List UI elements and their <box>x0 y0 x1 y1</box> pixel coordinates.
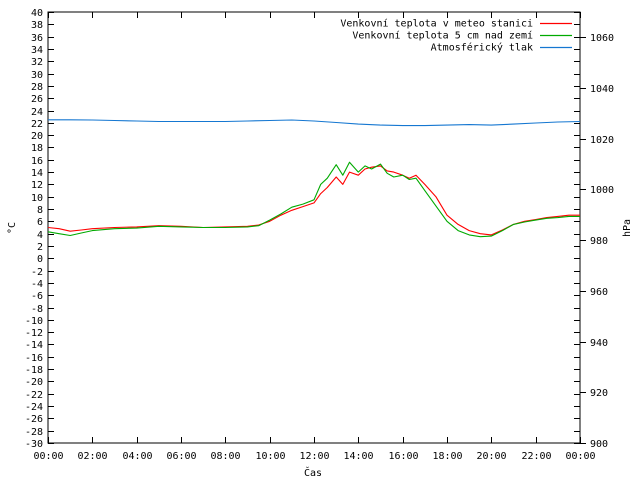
y-tick-label: 36 <box>31 33 43 44</box>
legend-label-1: Venkovní teplota v meteo stanici <box>340 18 533 30</box>
y-tick-label: 14 <box>31 168 43 179</box>
x-tick-label: 00:00 <box>565 451 595 462</box>
y-tick-label: -10 <box>25 316 43 327</box>
y-tick-label: -4 <box>31 279 43 290</box>
x-tick-label: 18:00 <box>432 451 462 462</box>
y2-tick-label: 980 <box>590 236 608 247</box>
y-tick-label: 12 <box>31 180 43 191</box>
legend-label-3: Atmosférický tlak <box>431 42 533 54</box>
legend: Venkovní teplota v meteo staniciVenkovní… <box>340 18 572 54</box>
y-tick-label: -24 <box>25 402 43 413</box>
y2-tick-label: 940 <box>590 338 608 349</box>
y-tick-label: 18 <box>31 143 43 154</box>
x-axis-ticks: 00:00 02:00 04:00 06:00 08:00 10:00 12:00 14:00… <box>33 12 596 462</box>
x-tick-label: 16:00 <box>388 451 418 462</box>
y-tick-label: 24 <box>31 107 43 118</box>
x-axis-label: Čas <box>304 466 322 479</box>
y-tick-label: -2 <box>31 267 43 278</box>
x-tick-label: 08:00 <box>210 451 240 462</box>
y-tick-label: 28 <box>31 82 43 93</box>
y-tick-label: -8 <box>31 304 43 315</box>
y2-tick-label: 1060 <box>590 33 614 44</box>
y-tick-label: 38 <box>31 20 43 31</box>
x-tick-label: 12:00 <box>299 451 329 462</box>
series-line-1 <box>47 165 580 236</box>
y2-tick-label: 900 <box>590 439 608 450</box>
y2-tick-label: 1040 <box>590 84 614 95</box>
y-tick-label: 32 <box>31 57 43 68</box>
series-line-3 <box>48 119 581 127</box>
y-tick-label: 0 <box>37 254 43 265</box>
y-tick-label: 10 <box>31 193 43 204</box>
y-tick-label: 22 <box>31 119 43 130</box>
y-tick-label: 8 <box>37 205 43 216</box>
y-tick-label: 16 <box>31 156 43 167</box>
y-axis-label: °C <box>7 222 18 234</box>
y2-tick-label: 1020 <box>590 135 614 146</box>
y-tick-label: -6 <box>31 291 43 302</box>
x-tick-label: 00:00 <box>33 451 63 462</box>
x-tick-label: 22:00 <box>521 451 551 462</box>
y-tick-label: 2 <box>37 242 43 253</box>
legend-label-2: Venkovní teplota 5 cm nad zemí <box>352 30 533 42</box>
y2-axis-label: hPa <box>622 219 633 237</box>
y-axis-ticks: 4038363432302826242220181614121086420-2-… <box>25 8 580 450</box>
y-tick-label: -22 <box>25 390 43 401</box>
x-tick-label: 14:00 <box>343 451 373 462</box>
y-tick-label: -28 <box>25 427 43 438</box>
y2-axis-ticks: 1060 1040 1020 1000 980 960 940 920 900 <box>580 33 614 450</box>
y-tick-label: 34 <box>31 45 43 56</box>
y-tick-label: -18 <box>25 365 43 376</box>
y-tick-label: -14 <box>25 340 43 351</box>
y2-tick-label: 920 <box>590 388 608 399</box>
series-line-2 <box>47 161 580 238</box>
y-tick-label: -20 <box>25 377 43 388</box>
series-lines <box>47 119 581 238</box>
y-tick-label: 20 <box>31 131 43 142</box>
y-tick-label: -26 <box>25 414 43 425</box>
y-tick-label: 30 <box>31 70 43 81</box>
y2-tick-label: 960 <box>590 287 608 298</box>
y-tick-label: -12 <box>25 328 43 339</box>
y-tick-label: 6 <box>37 217 43 228</box>
y2-tick-label: 1000 <box>590 185 614 196</box>
x-tick-label: 20:00 <box>476 451 506 462</box>
y-tick-label: -16 <box>25 353 43 364</box>
y-tick-label: -30 <box>25 439 43 450</box>
y-tick-label: 4 <box>37 230 43 241</box>
x-tick-label: 02:00 <box>77 451 107 462</box>
x-tick-label: 04:00 <box>122 451 152 462</box>
x-tick-label: 06:00 <box>166 451 196 462</box>
y-tick-label: 26 <box>31 94 43 105</box>
y-tick-label: 40 <box>31 8 43 19</box>
x-tick-label: 10:00 <box>255 451 285 462</box>
